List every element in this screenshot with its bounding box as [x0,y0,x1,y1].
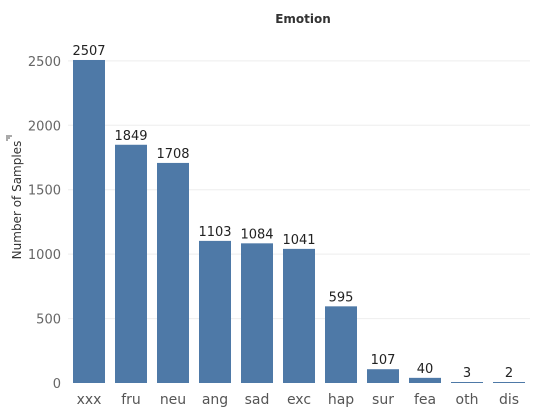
x-tick-label-dis: dis [499,392,519,408]
y-tick-label: 2500 [28,55,61,70]
bar-hap[interactable] [325,306,357,383]
x-tick-label-ang: ang [202,392,228,408]
bar-dis[interactable] [493,382,525,383]
x-tick-label-fru: fru [121,392,141,408]
data-label-hap: 595 [329,290,354,305]
data-label-neu: 1708 [156,147,189,162]
x-tick-label-oth: oth [456,392,479,408]
y-tick-label: 0 [53,377,61,392]
data-label-sur: 107 [371,353,396,368]
y-tick-label: 1500 [28,184,61,199]
y-tick-label: 1000 [28,248,61,263]
x-tick-label-fea: fea [414,392,436,408]
y-tick-label: 500 [36,313,61,328]
data-label-sad: 1084 [240,227,273,242]
x-tick-label-exc: exc [287,392,311,408]
x-tick-label-hap: hap [328,392,354,408]
data-label-fea: 40 [417,362,434,377]
sort-descending-icon[interactable] [6,135,12,141]
x-tick-label-sad: sad [245,392,270,408]
y-axis-label: Number of Samples [10,141,24,260]
bar-sur[interactable] [367,369,399,383]
bar-fru[interactable] [115,144,147,383]
y-tick-label: 2000 [28,119,61,134]
data-label-fru: 1849 [114,129,147,144]
bar-sad[interactable] [241,243,273,383]
x-tick-label-xxx: xxx [77,392,102,408]
bar-xxx[interactable] [73,59,105,383]
data-label-ang: 1103 [198,225,231,240]
bar-oth[interactable] [451,382,483,383]
bars [73,59,525,383]
data-labels: 2507 1849 1708 1103 1084 1041 595 107 40 3 2 [72,44,513,381]
chart-title: Emotion [275,12,331,26]
bar-ang[interactable] [199,240,231,383]
x-axis-ticks: xxx fru neu ang sad exc hap sur fea oth dis [77,392,519,408]
data-label-dis: 2 [505,366,513,381]
data-label-xxx: 2507 [72,44,105,59]
bar-neu[interactable] [157,162,189,383]
x-tick-label-neu: neu [160,392,186,408]
data-label-exc: 1041 [282,233,315,248]
bar-exc[interactable] [283,248,315,383]
bar-fea[interactable] [409,377,441,383]
x-tick-label-sur: sur [372,392,394,408]
y-axis-ticks: 0 500 1000 1500 2000 2500 [28,55,61,392]
data-label-oth: 3 [463,366,471,381]
